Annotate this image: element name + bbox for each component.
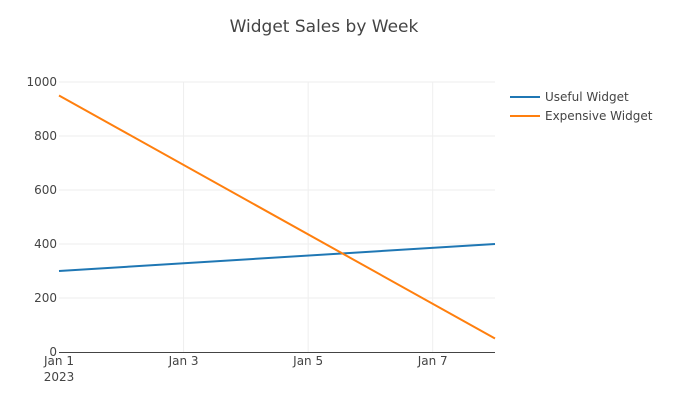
y-tick-label: 200 bbox=[34, 291, 57, 305]
y-tick-label: 400 bbox=[34, 237, 57, 251]
legend-label-1: Useful Widget bbox=[545, 90, 629, 104]
x-tick-label: Jan 1 bbox=[43, 354, 74, 368]
y-tick-label: 600 bbox=[34, 183, 57, 197]
x-tick-label: Jan 5 bbox=[292, 354, 323, 368]
x-tick-label: Jan 7 bbox=[417, 354, 448, 368]
series-lines bbox=[58, 94, 496, 340]
x-tick-sublabel: 2023 bbox=[44, 370, 75, 384]
y-tick-label: 1000 bbox=[26, 75, 57, 89]
legend: Useful Widget Expensive Widget bbox=[510, 90, 653, 123]
chart-title: Widget Sales by Week bbox=[230, 17, 419, 37]
series-line-1 bbox=[58, 243, 496, 272]
y-tick-label: 800 bbox=[34, 129, 57, 143]
legend-label-2: Expensive Widget bbox=[545, 109, 653, 123]
series-line-2 bbox=[58, 94, 496, 340]
y-tick-label: 0 bbox=[49, 345, 57, 359]
axes: 0 200 400 600 800 1000 Jan 1 2023 Jan 3 Jan 5 Jan … bbox=[26, 75, 495, 384]
x-tick-label: Jan 3 bbox=[168, 354, 199, 368]
